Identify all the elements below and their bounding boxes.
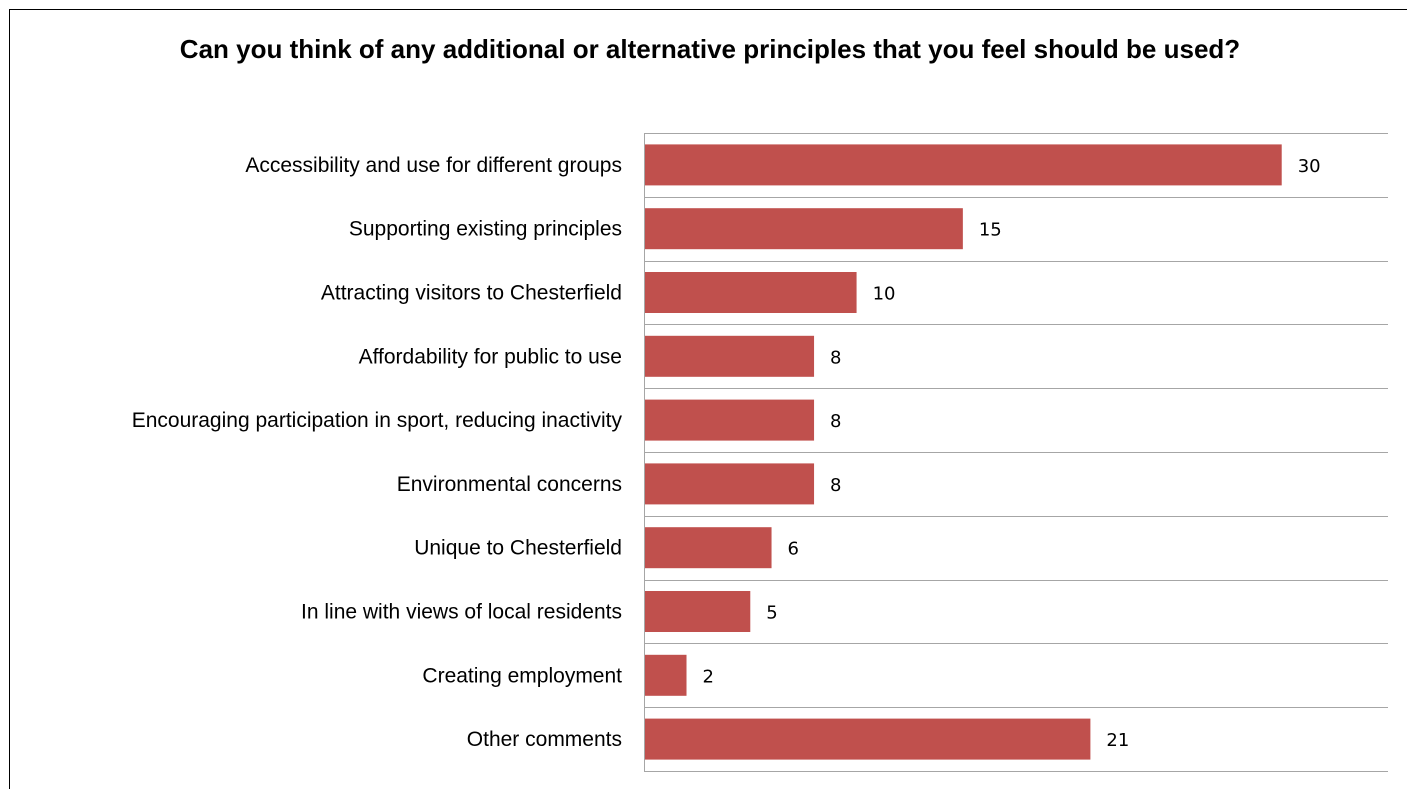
data-label: 6 <box>788 539 799 560</box>
category-label: Attracting visitors to Chesterfield <box>321 282 622 305</box>
category-label: Encouraging participation in sport, redu… <box>132 409 623 432</box>
bar <box>645 272 857 313</box>
chart-frame <box>9 9 1407 789</box>
bars <box>645 144 1282 760</box>
bar <box>645 335 815 377</box>
grid-lines <box>644 133 1388 772</box>
category-labels: Accessibility and use for different grou… <box>132 154 623 751</box>
data-label: 15 <box>979 220 1002 241</box>
bar <box>645 591 751 632</box>
bar <box>645 654 687 696</box>
data-label: 5 <box>766 603 777 624</box>
bar <box>645 718 1091 760</box>
category-label: Accessibility and use for different grou… <box>245 154 622 177</box>
data-label: 8 <box>830 347 841 368</box>
data-label: 21 <box>1106 730 1129 751</box>
data-label: 8 <box>830 411 841 432</box>
bar <box>645 463 815 505</box>
data-label: 30 <box>1298 156 1321 177</box>
data-label: 2 <box>703 666 714 687</box>
data-label: 10 <box>873 284 896 305</box>
chart-title: Can you think of any additional or alter… <box>0 32 1410 66</box>
bar <box>645 208 963 250</box>
category-label: Supporting existing principles <box>349 218 622 241</box>
chart-title-text: Can you think of any additional or alter… <box>179 34 1241 64</box>
category-label: Affordability for public to use <box>359 345 622 368</box>
category-label: Creating employment <box>422 664 622 687</box>
category-label: Other comments <box>467 728 622 751</box>
bar <box>645 399 815 441</box>
bar <box>645 144 1282 186</box>
category-label: In line with views of local residents <box>301 601 622 624</box>
category-label: Unique to Chesterfield <box>414 537 622 560</box>
bar <box>645 527 772 569</box>
data-label: 8 <box>830 475 841 496</box>
category-label: Environmental concerns <box>397 473 622 496</box>
data-labels: 30 15 10 8 8 8 6 5 2 21 <box>703 156 1321 751</box>
